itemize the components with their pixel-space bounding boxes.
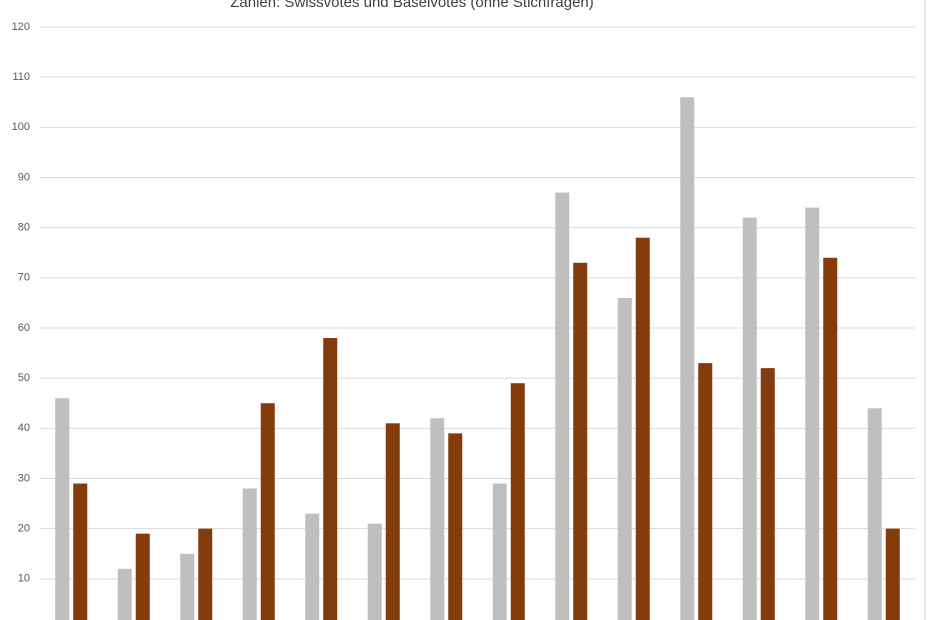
bar (823, 257, 838, 620)
bar (698, 363, 713, 620)
bar (448, 433, 463, 620)
bar (367, 523, 382, 620)
y-tick-label: 10 (18, 573, 30, 585)
y-tick-label: 120 (12, 21, 30, 33)
bar (555, 192, 570, 620)
bar (198, 528, 213, 620)
y-tick-label: 70 (18, 272, 30, 284)
y-tick-label: 20 (18, 523, 30, 535)
y-tick-label: 110 (12, 71, 30, 83)
bar (260, 403, 275, 620)
bar (635, 237, 650, 620)
bar (73, 483, 88, 620)
bar (680, 97, 695, 620)
bar (55, 398, 70, 620)
bar (617, 297, 632, 620)
y-tick-label: 100 (12, 121, 30, 133)
bar (385, 423, 400, 620)
bar (805, 207, 820, 620)
bar (573, 262, 588, 620)
bar (117, 568, 132, 620)
y-tick-label: 60 (18, 322, 30, 334)
y-tick-label: 80 (18, 222, 30, 234)
y-tick-label: 30 (18, 472, 30, 484)
bar (242, 488, 257, 620)
bar (742, 217, 757, 620)
bar (760, 368, 775, 620)
bar (430, 418, 445, 620)
bar (510, 383, 525, 620)
y-tick-label: 50 (18, 372, 30, 384)
bar (323, 338, 338, 620)
y-tick-label: 90 (18, 171, 30, 183)
bar (867, 408, 882, 620)
bar (135, 533, 150, 620)
bar (305, 513, 320, 620)
bar (180, 553, 195, 620)
bar (492, 483, 507, 620)
bar (885, 528, 900, 620)
y-tick-label: 40 (18, 422, 30, 434)
chart-title: Zahlen: Swissvotes und Baselvotes (ohne … (230, 0, 594, 11)
